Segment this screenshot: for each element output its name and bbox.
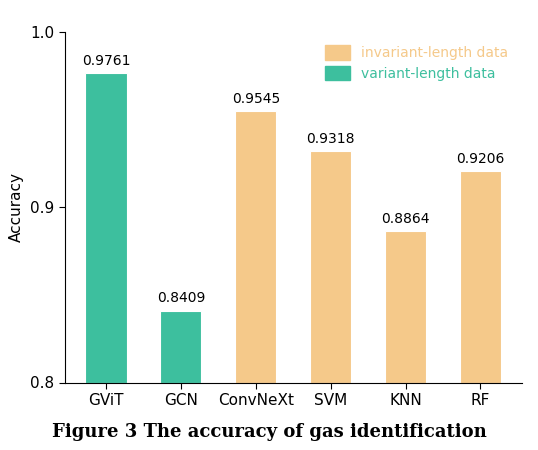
Y-axis label: Accuracy: Accuracy — [9, 172, 24, 242]
Text: 0.9206: 0.9206 — [456, 152, 505, 166]
Bar — [460, 171, 501, 382]
Bar — [385, 231, 426, 382]
Bar — [86, 73, 126, 382]
Text: Figure 3 The accuracy of gas identification: Figure 3 The accuracy of gas identificat… — [52, 423, 486, 441]
Text: 0.8864: 0.8864 — [381, 212, 430, 225]
Text: 0.9545: 0.9545 — [232, 92, 280, 106]
Text: 0.8409: 0.8409 — [157, 292, 205, 306]
Bar — [310, 151, 351, 382]
Text: 0.9318: 0.9318 — [307, 132, 355, 146]
Text: 0.9761: 0.9761 — [82, 54, 130, 68]
Legend: invariant-length data, variant-length data: invariant-length data, variant-length da… — [318, 38, 515, 87]
Bar — [160, 310, 201, 382]
Bar — [235, 111, 277, 382]
